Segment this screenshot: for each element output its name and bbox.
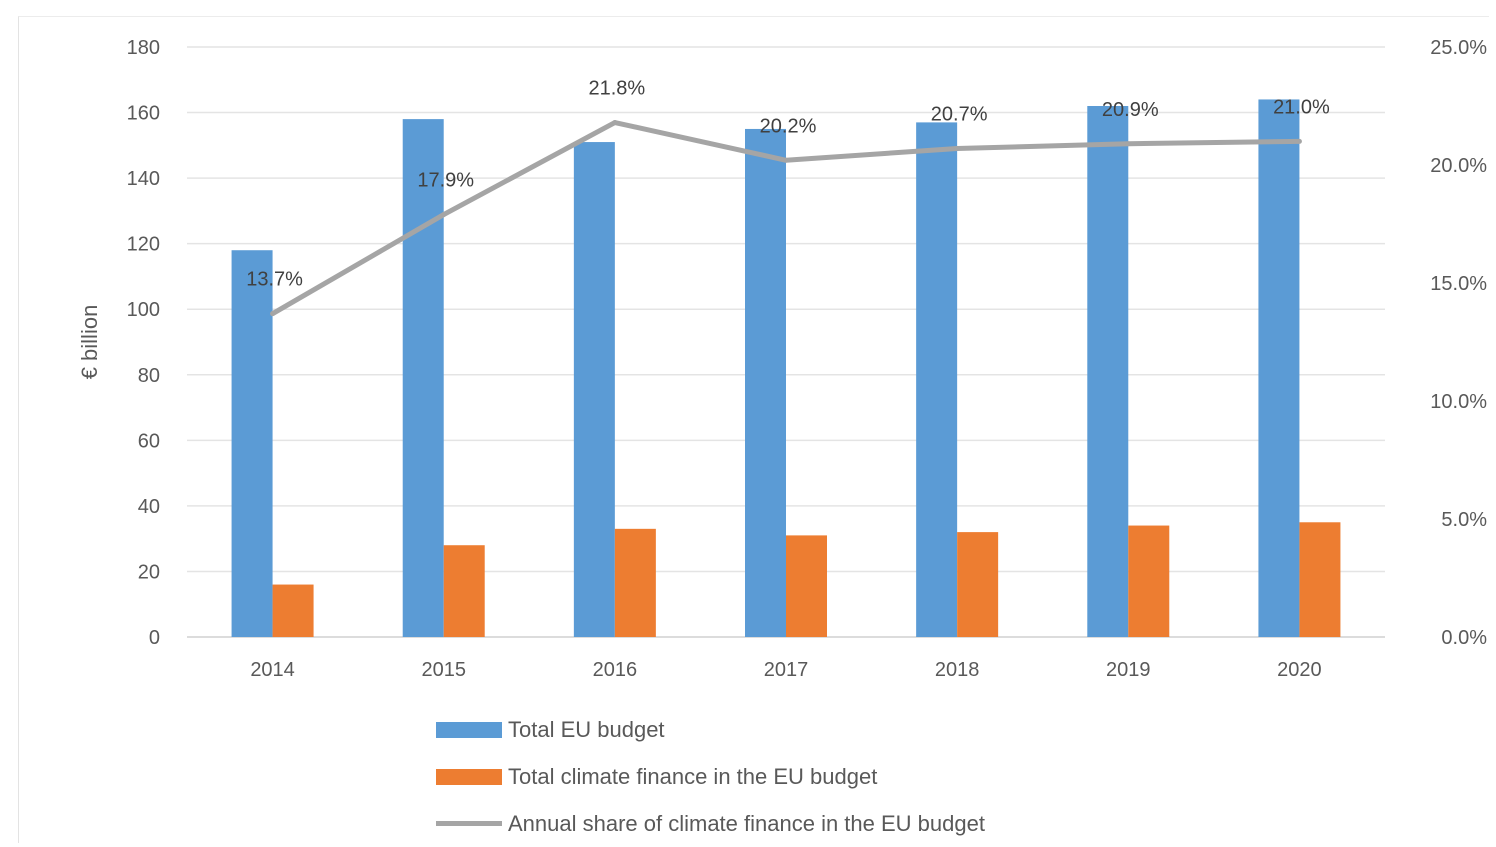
bar-total-eu-budget [1087,106,1129,637]
legend-item-total-budget: Total EU budget [436,706,985,753]
bar-total-eu-budget [231,250,273,637]
share-data-label: 20.2% [760,115,817,137]
share-data-label: 17.9% [417,170,474,192]
legend-label: Annual share of climate finance in the E… [508,810,985,836]
x-tick-label: 2019 [1106,659,1151,681]
bar-total-eu-budget [402,119,444,638]
bar-climate-finance [614,528,656,637]
legend-swatch-line [436,821,502,826]
share-line: 13.7% 17.9% 21.8% 20.2% 20.7% 20.9% 21.0% [246,78,1330,317]
share-data-label: 21.0% [1273,96,1330,118]
x-tick-label: 2015 [421,659,466,681]
bar-climate-finance [1299,522,1341,637]
y2-tick-label: 25.0% [1430,37,1487,59]
y-axis-label: € billion [77,305,102,380]
y2-tick-label: 5.0% [1441,509,1487,531]
y-tick-label: 20 [138,561,160,583]
y2-tick-label: 0.0% [1441,627,1487,649]
share-line-point [1125,141,1131,147]
y2-tick-label: 10.0% [1430,391,1487,413]
x-tick-label: 2016 [593,659,638,681]
y-tick-label: 120 [127,234,160,256]
bar-climate-finance [443,545,485,637]
bar-climate-finance [1128,525,1170,637]
bar-total-eu-budget [916,122,958,637]
y2-tick-label: 20.0% [1430,155,1487,177]
legend-label: Total EU budget [508,716,665,742]
bar-total-eu-budget [573,142,615,638]
x-tick-label: 2020 [1277,659,1322,681]
y-tick-label: 180 [127,37,160,59]
y-tick-label: 140 [127,168,160,190]
legend-item-climate-finance: Total climate finance in the EU budget [436,753,985,800]
x-tick-label: 2017 [764,659,809,681]
legend-label: Total climate finance in the EU budget [508,763,878,789]
legend-swatch-orange [436,768,502,785]
share-line-point [441,212,447,218]
x-tick-label: 2018 [935,659,980,681]
legend: Total EU budget Total climate finance in… [436,706,985,847]
legend-swatch-blue [436,721,502,738]
y-tick-label: 0 [149,627,160,649]
chart-frame [18,16,1489,843]
bar-total-eu-budget [1258,99,1300,637]
share-line-point [783,157,789,163]
bars [231,99,1341,638]
y2-tick-label: 15.0% [1430,273,1487,295]
y-tick-label: 40 [138,496,160,518]
share-line-point [954,145,960,151]
share-line-point [612,120,618,126]
share-line-point [270,311,276,317]
bar-climate-finance [272,584,314,637]
share-line-point [1296,138,1302,144]
share-data-label: 21.8% [588,78,645,100]
y-tick-label: 60 [138,430,160,452]
legend-item-annual-share: Annual share of climate finance in the E… [436,800,985,847]
axis-labels: 0 20 40 60 80 100 120 140 160 180 0.0% 5.0% 10.0% 15.… [127,37,1488,681]
share-data-label: 20.9% [1102,99,1159,121]
bar-climate-finance [957,532,999,637]
share-data-label: 20.7% [931,103,988,125]
y-tick-label: 160 [127,103,160,125]
y-tick-label: 80 [138,365,160,387]
bar-climate-finance [786,535,827,637]
y-tick-label: 100 [127,299,160,321]
x-tick-label: 2014 [250,659,295,681]
bar-total-eu-budget [745,128,786,637]
share-data-label: 13.7% [246,269,303,291]
